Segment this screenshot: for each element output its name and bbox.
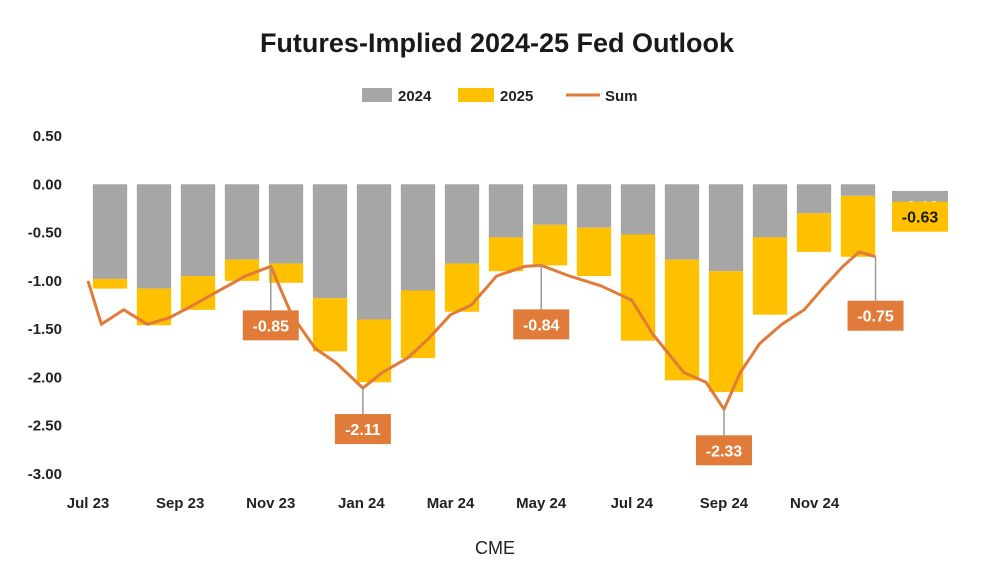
bar-2025 xyxy=(180,276,216,310)
series-2024-bars xyxy=(92,184,876,320)
bar-2024 xyxy=(92,184,128,279)
annotation-box xyxy=(695,435,752,466)
bar-2024 xyxy=(620,184,656,235)
annotation-box xyxy=(334,414,391,445)
legend: 2024 2025 Sum xyxy=(362,88,638,105)
y-tick-label: -0.50 xyxy=(28,225,62,242)
legend-swatch-2024 xyxy=(362,88,392,102)
chart-title: Futures-Implied 2024-25 Fed Outlook xyxy=(260,28,735,58)
bar-2024 xyxy=(136,184,172,289)
bar-2024 xyxy=(664,184,700,260)
y-tick-label: -2.00 xyxy=(28,369,62,386)
source-caption: CME xyxy=(475,538,515,558)
annotation-label: -2.11 xyxy=(345,422,381,439)
annotations: -0.85 -2.11 -0.84 -2.33 -0.75 xyxy=(242,256,904,466)
bar-2024 xyxy=(708,184,744,272)
legend-swatch-2025 xyxy=(458,88,494,102)
x-tick-label: May 24 xyxy=(516,495,567,512)
y-tick-label: 0.50 xyxy=(33,128,62,145)
x-tick-label: Nov 24 xyxy=(790,495,840,512)
y-tick-label: -2.50 xyxy=(28,418,62,435)
bar-2025 xyxy=(620,234,656,341)
bar-2024 xyxy=(840,184,876,196)
y-tick-label: 0.00 xyxy=(33,176,62,193)
bar-2025 xyxy=(752,237,788,315)
bar-2025 xyxy=(268,263,304,283)
bar-2024 xyxy=(444,184,480,264)
x-tick-label: Sep 23 xyxy=(156,495,204,512)
bar-2024 xyxy=(356,184,392,320)
bar-2024 xyxy=(576,184,612,228)
y-axis: 0.50 0.00 -0.50 -1.00 -1.50 -2.00 -2.50 -3.00 xyxy=(28,128,62,483)
bar-2025 xyxy=(532,224,568,266)
last-value-2025-box xyxy=(892,201,948,232)
bar-2024 xyxy=(312,184,348,299)
bar-2024 xyxy=(488,184,524,238)
annotation-box xyxy=(242,310,299,341)
x-tick-label: Jul 24 xyxy=(611,495,654,512)
legend-label-2025: 2025 xyxy=(500,88,533,105)
annotation-box xyxy=(513,309,570,340)
bar-2024 xyxy=(268,184,304,264)
legend-label-sum: Sum xyxy=(605,88,638,105)
y-tick-label: -1.50 xyxy=(28,321,62,338)
annotation-label: -0.84 xyxy=(523,317,560,334)
y-tick-label: -3.00 xyxy=(28,466,62,483)
chart: Futures-Implied 2024-25 Fed Outlook 2024… xyxy=(27,28,948,512)
bar-2025 xyxy=(840,195,876,257)
y-tick-label: -1.00 xyxy=(28,273,62,290)
bar-2024 xyxy=(400,184,436,291)
annotation-label: -0.75 xyxy=(857,309,894,326)
bar-2025 xyxy=(576,227,612,277)
x-tick-label: Mar 24 xyxy=(427,495,475,512)
x-tick-label: Jan 24 xyxy=(338,495,385,512)
x-tick-label: Nov 23 xyxy=(246,495,295,512)
chart-frame: Futures-Implied 2024-25 Fed Outlook 2024… xyxy=(27,28,948,512)
bar-2025 xyxy=(488,237,524,272)
bar-2024 xyxy=(180,184,216,277)
x-tick-label: Jul 23 xyxy=(67,495,110,512)
bar-2025 xyxy=(356,319,392,383)
series-sum xyxy=(86,250,876,411)
bar-2024 xyxy=(796,184,832,214)
bar-2025 xyxy=(444,263,480,312)
bar-2025 xyxy=(312,298,348,352)
last-values: -0.12-0.63 xyxy=(892,190,948,232)
x-axis: Jul 23 Sep 23 Nov 23 Jan 24 Mar 24 May 24 Jul … xyxy=(67,495,840,512)
annotation-label: -2.33 xyxy=(706,443,743,460)
x-tick-label: Sep 24 xyxy=(700,495,749,512)
annotation-box xyxy=(847,300,904,331)
series-2025-bars xyxy=(92,195,876,392)
bar-2024 xyxy=(752,184,788,238)
bar-2025 xyxy=(664,259,700,381)
legend-label-2024: 2024 xyxy=(398,88,432,105)
bar-2024 xyxy=(224,184,260,260)
bar-2024 xyxy=(532,184,568,225)
annotation-label: -0.85 xyxy=(253,318,290,335)
bar-2025 xyxy=(708,271,744,392)
sum-line xyxy=(86,250,876,411)
bar-2025 xyxy=(92,278,128,289)
last-value-2025-label: -0.63 xyxy=(902,210,939,227)
bar-2025 xyxy=(796,213,832,252)
